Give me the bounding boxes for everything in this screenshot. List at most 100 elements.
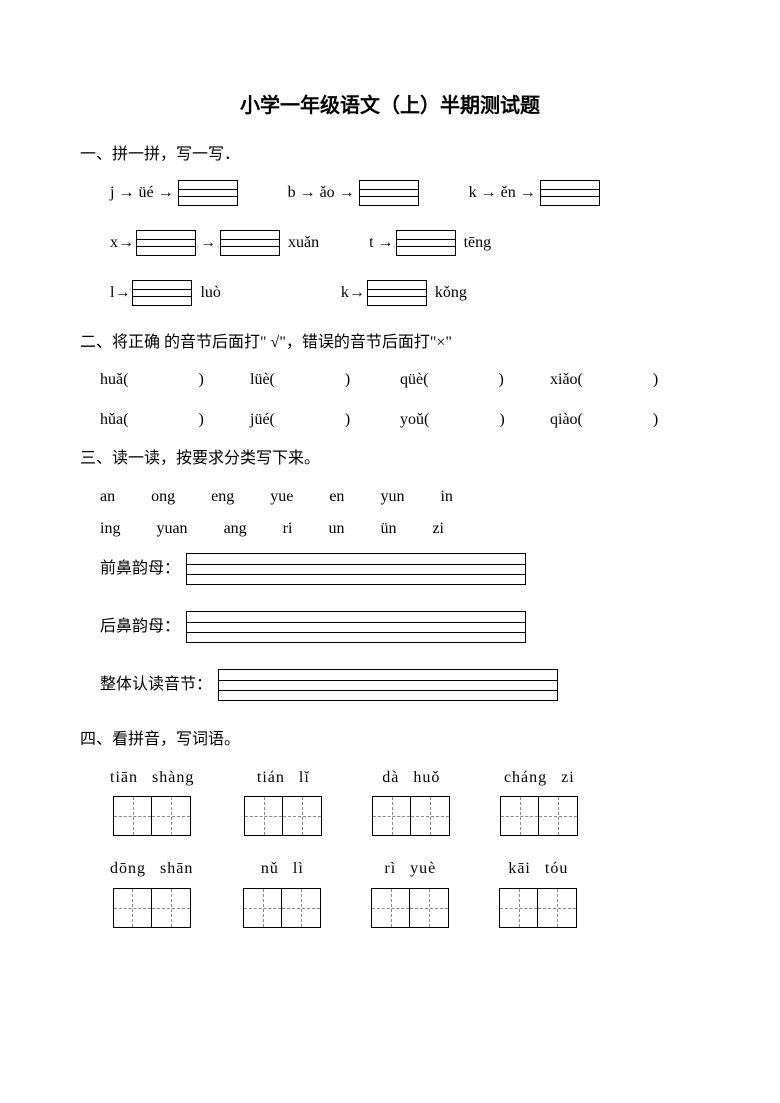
q2-item: qüè () xyxy=(400,367,550,393)
pinyin-text: tiān xyxy=(110,765,138,791)
char-cell[interactable] xyxy=(538,889,576,927)
char-grid[interactable] xyxy=(243,888,321,928)
syllable: en xyxy=(329,484,344,510)
q3-syllable-row: ing yuan ang ri un ün zi xyxy=(80,516,700,542)
q4-row: tiānshàng tiánlǐ dàhuǒ chángzi xyxy=(80,765,700,837)
paren-right: ) xyxy=(653,407,658,433)
writing-box[interactable] xyxy=(132,280,192,306)
writing-box-long[interactable] xyxy=(186,553,526,585)
writing-box[interactable] xyxy=(359,180,419,206)
q4-item: kāitóu xyxy=(499,856,577,928)
char-cell[interactable] xyxy=(245,797,283,835)
pinyin-text: tóu xyxy=(545,856,568,882)
char-grid[interactable] xyxy=(372,796,450,836)
paren-right: ) xyxy=(198,407,203,433)
q3-category-row: 后鼻韵母： xyxy=(80,611,700,643)
writing-box[interactable] xyxy=(367,280,427,306)
writing-box[interactable] xyxy=(178,180,238,206)
q1-item: x→ → xuǎn xyxy=(110,230,319,256)
q1-row-2: x→ → xuǎn t → tēng xyxy=(80,230,700,256)
char-cell[interactable] xyxy=(114,797,152,835)
category-label: 整体认读音节： xyxy=(100,672,212,698)
syllable: zi xyxy=(432,516,444,542)
writing-box[interactable] xyxy=(220,230,280,256)
char-cell[interactable] xyxy=(410,889,448,927)
writing-box[interactable] xyxy=(136,230,196,256)
char-cell[interactable] xyxy=(114,889,152,927)
page-title: 小学一年级语文（上）半期测试题 xyxy=(80,90,700,122)
q4-item: tiánlǐ xyxy=(244,765,322,837)
char-cell[interactable] xyxy=(244,889,282,927)
pinyin-text: lì xyxy=(293,856,304,882)
char-grid[interactable] xyxy=(113,888,191,928)
q2-item: hǔa () xyxy=(100,407,250,433)
pinyin-text: dōng xyxy=(110,856,146,882)
char-cell[interactable] xyxy=(539,797,577,835)
writing-box[interactable] xyxy=(396,230,456,256)
char-grid[interactable] xyxy=(499,888,577,928)
paren-right: ) xyxy=(653,367,658,393)
pinyin-text: yuè xyxy=(410,856,436,882)
paren-left: ( xyxy=(270,367,275,393)
pinyin-text: j xyxy=(110,180,114,206)
char-grid[interactable] xyxy=(500,796,578,836)
q1-item: b → ǎo → xyxy=(288,180,419,206)
char-cell[interactable] xyxy=(282,889,320,927)
pinyin-text: üé xyxy=(138,180,153,206)
char-cell[interactable] xyxy=(283,797,321,835)
pinyin-text: luò xyxy=(200,280,220,306)
arrow-icon: → xyxy=(298,180,318,206)
q1-item: k→ kǒng xyxy=(341,280,467,306)
arrow-icon: → xyxy=(479,180,499,206)
char-cell[interactable] xyxy=(372,889,410,927)
pinyin-text: cháng xyxy=(504,765,547,791)
pinyin-text: l→ xyxy=(110,280,130,306)
writing-box-long[interactable] xyxy=(186,611,526,643)
pinyin-text: huǒ xyxy=(413,765,440,791)
paren-left: ( xyxy=(423,367,428,393)
pinyin-text: huǎ xyxy=(100,367,123,393)
char-cell[interactable] xyxy=(152,797,190,835)
q2-item: lüè () xyxy=(250,367,400,393)
paren-left: ( xyxy=(123,407,128,433)
char-cell[interactable] xyxy=(500,889,538,927)
pinyin-text: hǔa xyxy=(100,407,123,433)
char-cell[interactable] xyxy=(373,797,411,835)
pinyin-text: rì xyxy=(384,856,396,882)
pinyin-text: shàng xyxy=(152,765,194,791)
char-grid[interactable] xyxy=(113,796,191,836)
paren-right: ) xyxy=(345,407,350,433)
syllable: un xyxy=(328,516,344,542)
writing-box[interactable] xyxy=(540,180,600,206)
syllable: eng xyxy=(211,484,234,510)
syllable: in xyxy=(440,484,452,510)
arrow-icon: → xyxy=(156,180,176,206)
pinyin-text: t → xyxy=(369,230,393,256)
q4-item: dōngshān xyxy=(110,856,193,928)
syllable: ing xyxy=(100,516,120,542)
writing-box-long[interactable] xyxy=(218,669,558,701)
char-grid[interactable] xyxy=(244,796,322,836)
q4-item: nǔlì xyxy=(243,856,321,928)
q1-item: k → ěn → xyxy=(469,180,600,206)
paren-right: ) xyxy=(198,367,203,393)
pinyin-text: dà xyxy=(382,765,399,791)
char-cell[interactable] xyxy=(152,889,190,927)
q2-item: yoǔ () xyxy=(400,407,550,433)
syllable: an xyxy=(100,484,115,510)
char-grid[interactable] xyxy=(371,888,449,928)
q4-item: rìyuè xyxy=(371,856,449,928)
pinyin-text: b xyxy=(288,180,296,206)
pinyin-text: qüè xyxy=(400,367,423,393)
pinyin-text: k xyxy=(469,180,477,206)
paren-right: ) xyxy=(345,367,350,393)
q2-item: xiǎo () xyxy=(550,367,700,393)
q2-row: huǎ () lüè () qüè () xiǎo () xyxy=(80,367,700,393)
char-cell[interactable] xyxy=(501,797,539,835)
pinyin-text: tián xyxy=(257,765,285,791)
q2-heading: 二、将正确 的音节后面打" √"，错误的音节后面打"×" xyxy=(80,330,700,356)
char-cell[interactable] xyxy=(411,797,449,835)
pinyin-text: jüé xyxy=(250,407,270,433)
q2-row: hǔa () jüé () yoǔ () qiào () xyxy=(80,407,700,433)
syllable: ün xyxy=(380,516,396,542)
